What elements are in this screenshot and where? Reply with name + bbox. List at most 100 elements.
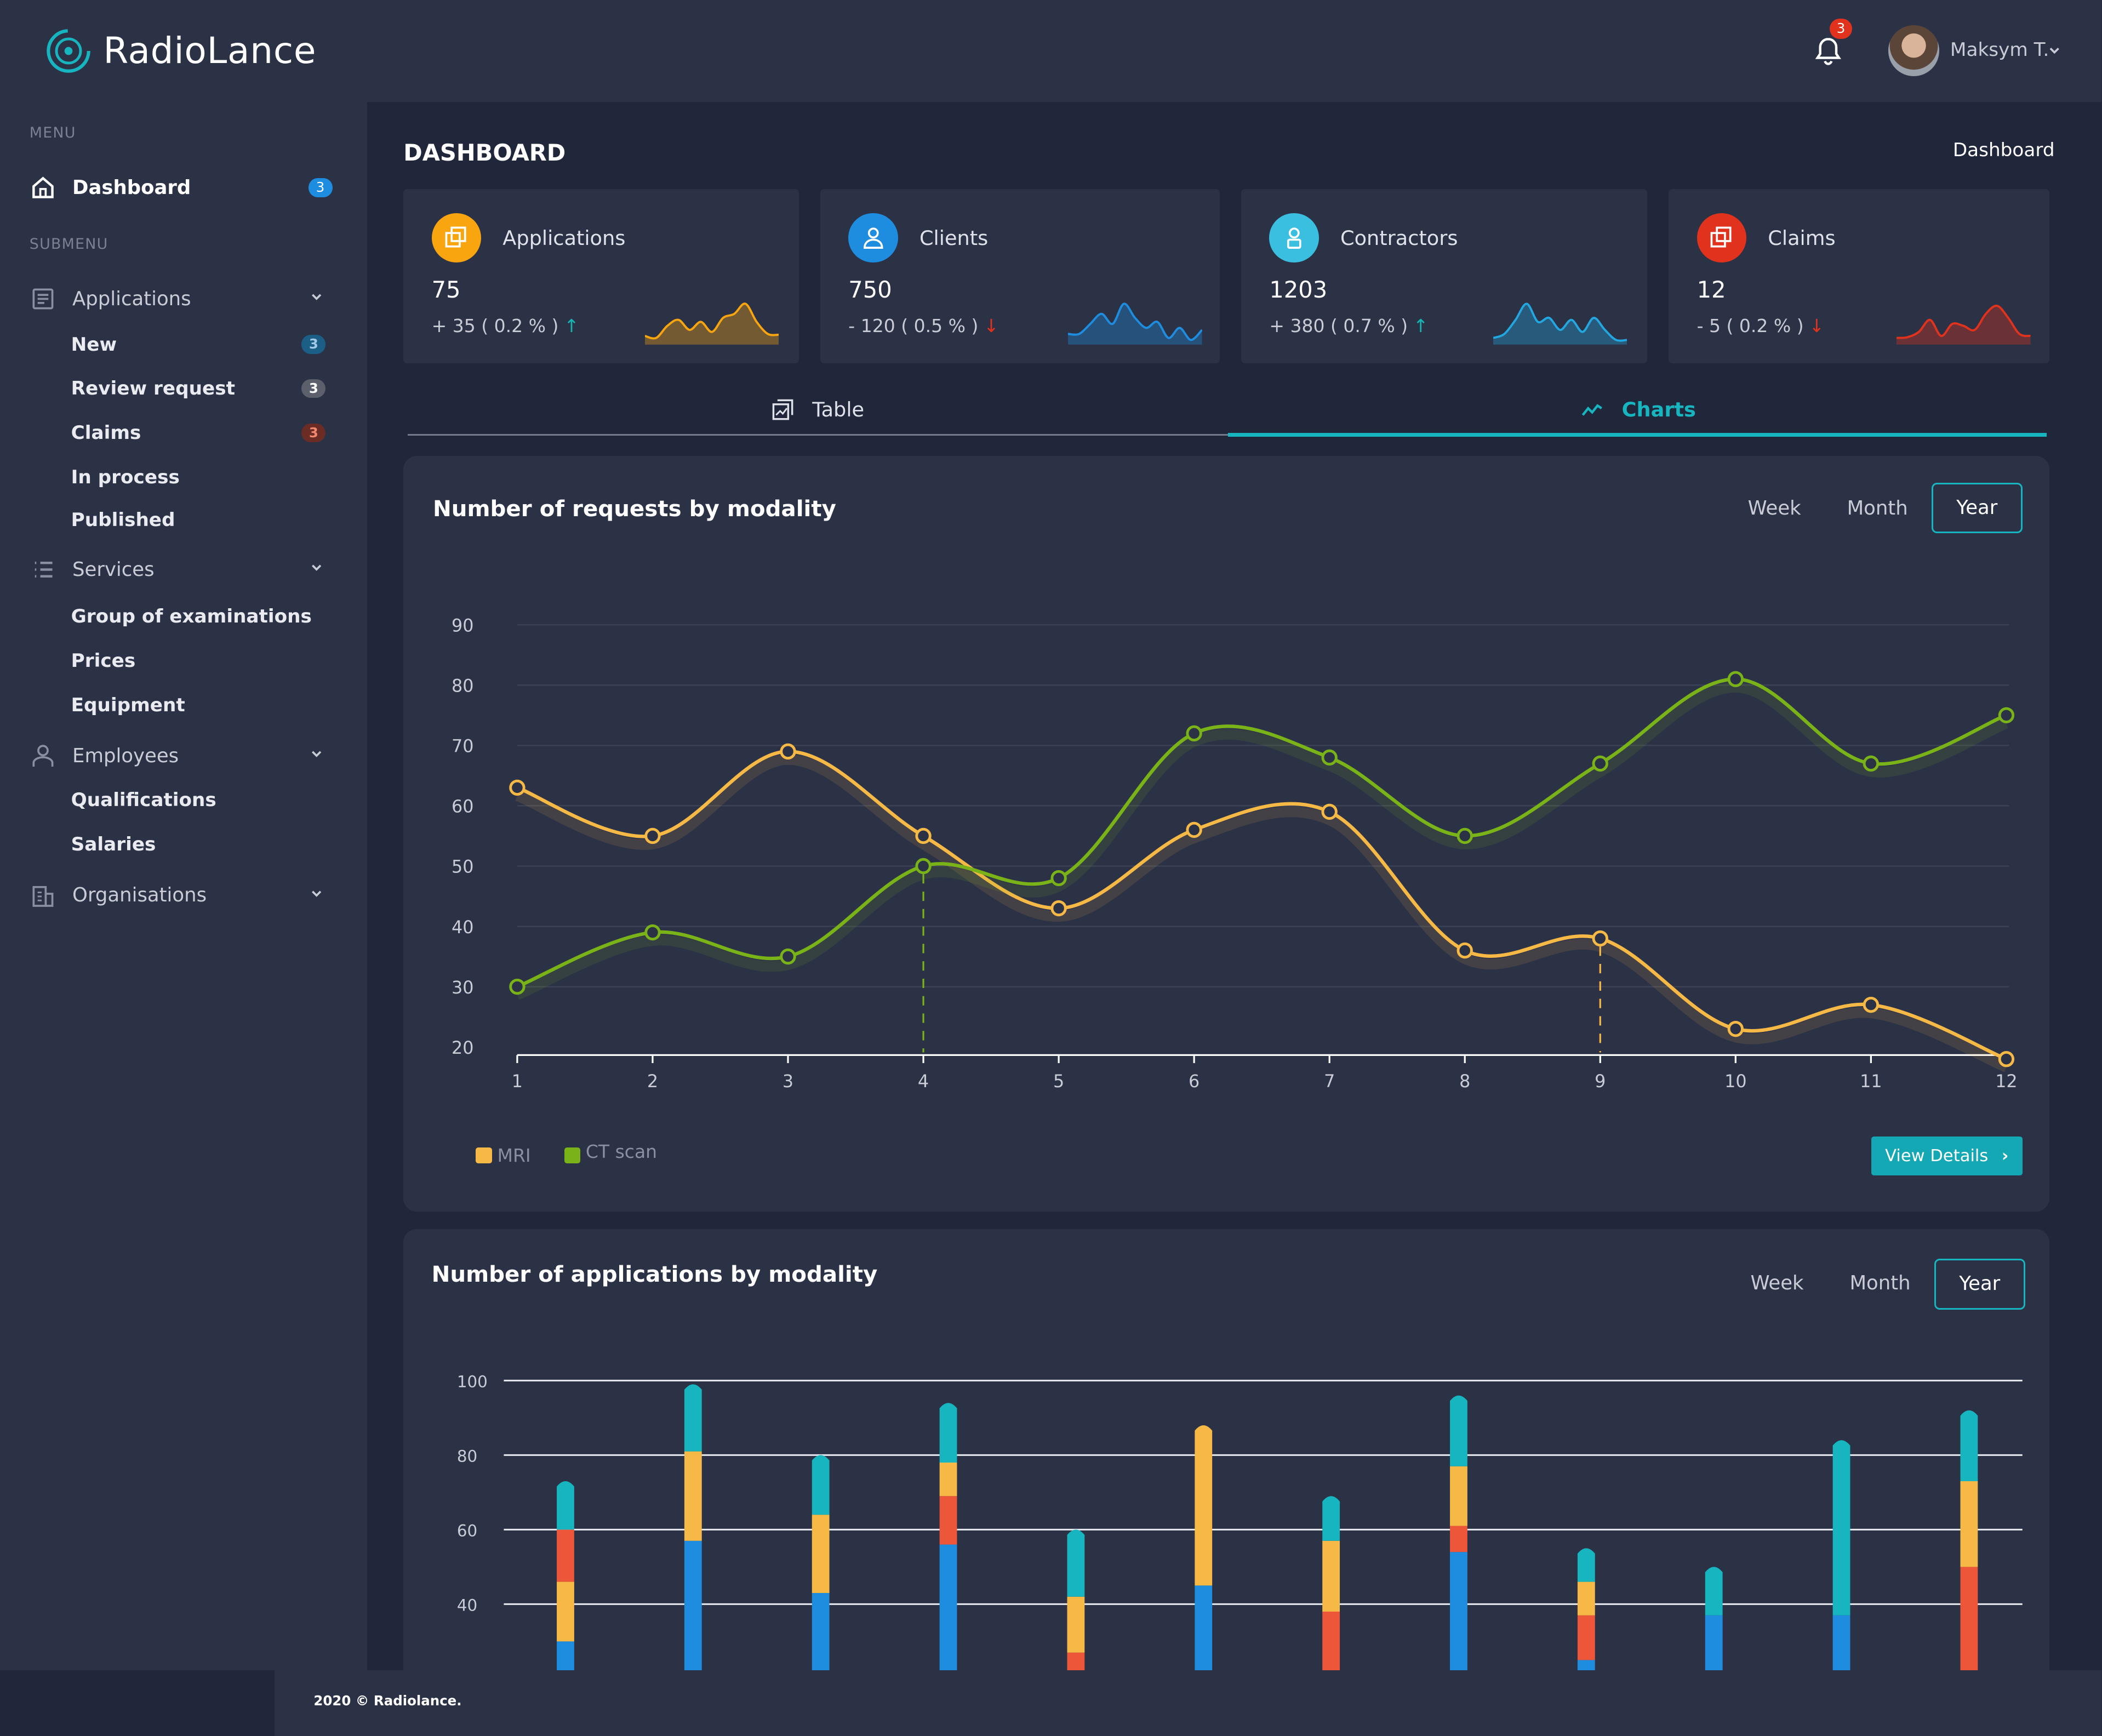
- chevron-down-icon[interactable]: [309, 560, 324, 576]
- sidebar-subitem-salaries[interactable]: Salaries: [71, 827, 339, 862]
- sparkline-line: [1493, 302, 1627, 342]
- user-name[interactable]: Maksym T.: [1950, 38, 2049, 61]
- radar-logo-icon: [46, 29, 90, 73]
- sparkline: [1493, 302, 1627, 345]
- sparkline: [1068, 302, 1203, 345]
- bar-segment: [939, 1403, 957, 1463]
- sparkline-area: [1493, 303, 1627, 345]
- stat-value: 12: [1697, 276, 1726, 303]
- period-year-button[interactable]: Year: [1931, 482, 2023, 534]
- sidebar-item-label: Employees: [72, 745, 179, 768]
- sidebar-item-label: Organisations: [72, 884, 207, 907]
- view-tabs: Table Charts: [407, 389, 2047, 438]
- x-tick-label: 7: [1324, 1071, 1335, 1092]
- bar-segment: [1195, 1585, 1213, 1685]
- sidebar-subitem-qualifications[interactable]: Qualifications: [71, 783, 339, 818]
- bar-segment: [684, 1451, 702, 1541]
- bell-icon[interactable]: [1812, 35, 1844, 67]
- y-tick-label: 60: [452, 796, 473, 816]
- bar-segment: [1450, 1466, 1468, 1526]
- chevron-down-icon[interactable]: [309, 289, 324, 305]
- y-tick-label: 40: [452, 917, 473, 937]
- sidebar-item-employees[interactable]: Employees: [30, 736, 340, 776]
- sidebar-subitem-review-request[interactable]: Review request 3: [71, 372, 339, 407]
- sidebar-item-dashboard[interactable]: Dashboard 3: [30, 168, 340, 208]
- notification-badge: 3: [1829, 19, 1853, 39]
- sidebar-subitem-equipment[interactable]: Equipment: [71, 688, 339, 723]
- bar-segment: [1067, 1596, 1085, 1653]
- chevron-down-icon[interactable]: [309, 746, 324, 762]
- bar-segment: [684, 1384, 702, 1452]
- sidebar-subitem-prices[interactable]: Prices: [71, 643, 339, 678]
- sidebar-subitem-new[interactable]: New 3: [71, 327, 339, 362]
- sidebar-item-applications[interactable]: Applications: [30, 279, 340, 319]
- period-month-button[interactable]: Month: [1849, 1272, 1911, 1295]
- view-details-button[interactable]: View Details ›: [1871, 1137, 2023, 1176]
- sidebar-subitem-label: Equipment: [71, 694, 185, 716]
- sidebar-subitem-in-process[interactable]: In process: [71, 460, 339, 495]
- stat-card-clients[interactable]: Clients 750 - 120 ( 0.5 % ) ↓: [820, 189, 1220, 363]
- period-week-button[interactable]: Week: [1747, 497, 1801, 520]
- arrow-up-icon: ↑: [1413, 315, 1429, 336]
- bar-segment: [557, 1481, 575, 1530]
- data-point: [780, 743, 796, 760]
- tab-charts[interactable]: Charts: [1581, 398, 1696, 421]
- logo-text: RadioLance: [103, 30, 317, 72]
- chevron-down-icon[interactable]: [309, 886, 324, 902]
- data-point: [509, 978, 526, 995]
- button-label: View Details: [1885, 1146, 1989, 1166]
- tab-label: Table: [812, 398, 865, 422]
- stat-card-contractors[interactable]: Contractors 1203 + 380 ( 0.7 % ) ↑: [1241, 189, 1648, 363]
- bar-stack: [939, 1403, 957, 1685]
- series-shadow: [515, 681, 2009, 1000]
- period-year-button[interactable]: Year: [1934, 1258, 2025, 1310]
- bar-stack: [557, 1481, 575, 1685]
- sparkline-area: [644, 303, 779, 345]
- sidebar-subitem-published[interactable]: Published: [71, 502, 339, 538]
- stat-value: 1203: [1269, 276, 1328, 303]
- period-week-button[interactable]: Week: [1750, 1272, 1804, 1295]
- stat-card-applications[interactable]: Applications 75 + 35 ( 0.2 % ) ↑: [403, 189, 799, 363]
- bar-segment: [939, 1544, 957, 1685]
- breadcrumb[interactable]: Dashboard: [1952, 139, 2055, 162]
- bar-stack: [684, 1384, 702, 1685]
- tab-table[interactable]: Table: [772, 398, 864, 421]
- sidebar-subitem-label: In process: [71, 466, 180, 488]
- stat-change: + 380 ( 0.7 % ) ↑: [1269, 315, 1429, 336]
- bar-segment: [939, 1496, 957, 1545]
- sparkline-line: [1068, 302, 1203, 341]
- applications-bar-chart: 40 60 80 100: [457, 1373, 2023, 1685]
- bar-segment: [1578, 1548, 1595, 1582]
- bar-segment: [557, 1581, 575, 1642]
- period-month-button[interactable]: Month: [1847, 497, 1908, 520]
- active-tab-indicator: [1227, 433, 2047, 437]
- y-tick-label: 80: [457, 1447, 477, 1466]
- line-chart-icon: [1581, 404, 1603, 416]
- bar-segment: [1705, 1567, 1723, 1615]
- bar-stack: [1960, 1410, 1978, 1685]
- sidebar-subitem-label: Prices: [71, 649, 136, 672]
- stat-card-claims[interactable]: Claims 12 - 5 ( 0.2 % ) ↓: [1669, 189, 2049, 363]
- data-point: [1863, 996, 1880, 1013]
- sidebar-subitem-group-of-examinations[interactable]: Group of examinations: [71, 599, 339, 634]
- sidebar-subitem-label: New: [71, 333, 117, 356]
- menu-section-label: MENU: [29, 124, 76, 142]
- sidebar-subitem-label: Published: [71, 509, 175, 532]
- data-point: [1592, 930, 1609, 946]
- bar-stack: [1322, 1496, 1340, 1685]
- bar-segment: [812, 1455, 830, 1515]
- sidebar-item-organisations[interactable]: Organisations: [30, 875, 340, 915]
- sidebar-subitem-claims[interactable]: Claims 3: [71, 415, 339, 450]
- y-tick-label: 90: [452, 615, 473, 636]
- stat-icon: [1269, 213, 1319, 263]
- series-line-mri: [517, 749, 2007, 1061]
- y-tick-label: 80: [452, 676, 473, 696]
- sidebar-item-services[interactable]: Services: [30, 550, 340, 590]
- logo[interactable]: RadioLance: [44, 27, 317, 75]
- sparkline-area: [1068, 303, 1203, 345]
- chevron-down-icon[interactable]: [2048, 44, 2061, 58]
- sidebar-item-label: Dashboard: [72, 176, 191, 199]
- avatar[interactable]: [1888, 25, 1940, 77]
- bar-segment: [1960, 1481, 1978, 1567]
- new-badge: 3: [301, 335, 326, 354]
